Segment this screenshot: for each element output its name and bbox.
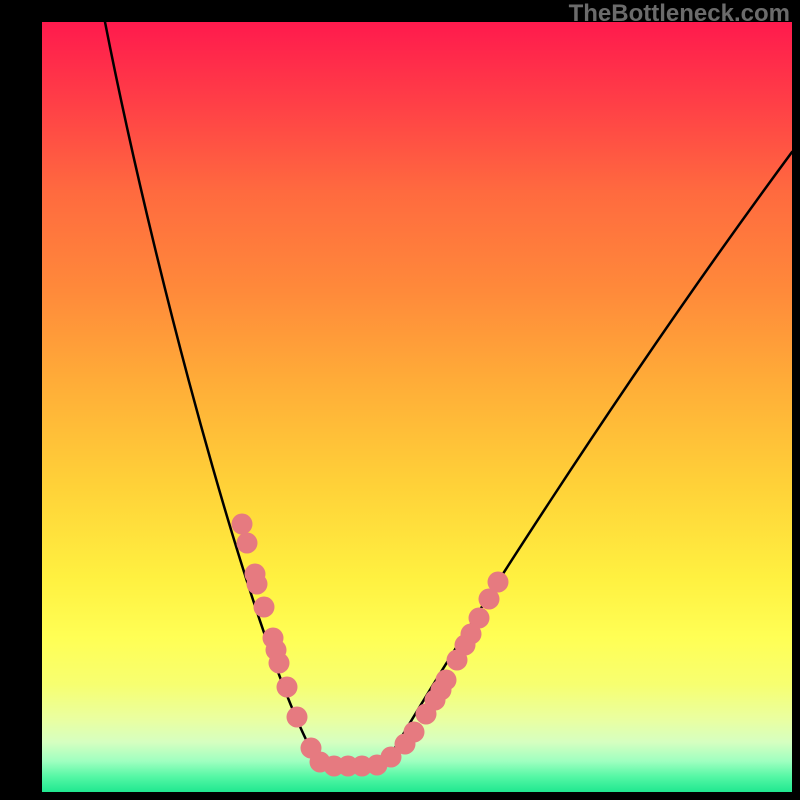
bottleneck-curve-chart [42, 22, 792, 792]
marker-point [404, 722, 425, 743]
marker-point [287, 707, 308, 728]
marker-point [436, 670, 457, 691]
watermark-text: TheBottleneck.com [569, 0, 790, 28]
marker-point [269, 653, 290, 674]
marker-point [232, 514, 253, 535]
marker-point [254, 597, 275, 618]
plot-area [42, 22, 792, 792]
marker-point [469, 608, 490, 629]
marker-point [488, 572, 509, 593]
marker-point [277, 677, 298, 698]
chart-frame: TheBottleneck.com [0, 0, 800, 800]
marker-point [247, 574, 268, 595]
gradient-background [42, 22, 792, 792]
marker-point [237, 533, 258, 554]
